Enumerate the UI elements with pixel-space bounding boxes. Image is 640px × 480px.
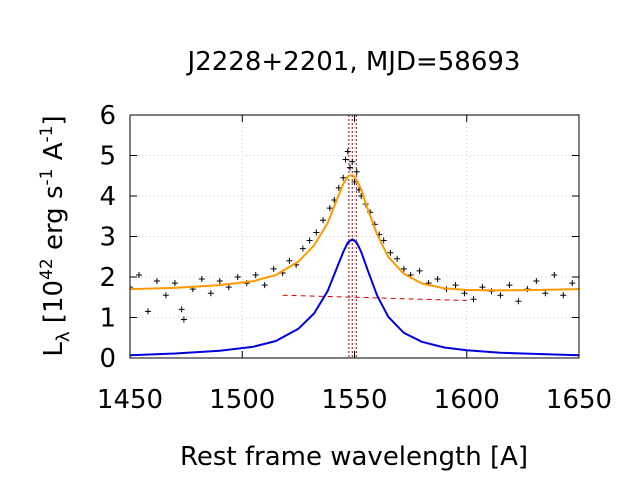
grid	[130, 115, 579, 358]
x-tick-label: 1550	[321, 385, 387, 415]
x-tick-labels: 1450 1500 1550 1600 1650	[97, 385, 612, 415]
data-point	[144, 308, 151, 315]
data-point	[400, 265, 407, 272]
data-point	[452, 282, 459, 289]
data-point	[353, 168, 360, 175]
x-tick-label: 1450	[97, 385, 163, 415]
data-point	[551, 271, 558, 278]
data-point	[340, 174, 347, 181]
data-point	[178, 306, 185, 313]
data-point	[349, 158, 356, 165]
data-point	[569, 280, 576, 287]
y-label-pre: [10	[39, 280, 69, 332]
data-point	[533, 278, 540, 285]
y-tick-label: 4	[99, 182, 116, 212]
x-tick-label: 1600	[434, 385, 500, 415]
data-point	[515, 298, 522, 305]
y-label-mid2: A	[39, 142, 69, 168]
x-axis-label: Rest frame wavelength [A]	[180, 442, 528, 472]
x-tick-label: 1650	[546, 385, 612, 415]
y-tick-label: 3	[99, 223, 116, 253]
data-point	[153, 278, 160, 285]
data-point	[306, 237, 313, 244]
y-tick-label: 2	[99, 263, 116, 293]
axis-ticks	[129, 114, 580, 359]
y-axis-label: Lλ [1042 erg s-1 A-1]	[37, 115, 74, 356]
data-point	[380, 237, 387, 244]
data-point	[198, 276, 205, 283]
data-point	[434, 276, 441, 283]
data-point	[479, 284, 486, 291]
total-fit-path	[130, 173, 579, 292]
data-point	[387, 249, 394, 256]
data-point	[171, 280, 178, 287]
data-point	[313, 229, 320, 236]
data-point	[506, 282, 513, 289]
y-label-post: ]	[39, 115, 69, 125]
y-label-sub: λ	[53, 331, 74, 342]
chart-title: J2228+2201, MJD=58693	[186, 47, 521, 77]
y-tick-labels: 0 1 2 3 4 5 6	[99, 101, 116, 374]
data-point	[286, 257, 293, 264]
line-component-path	[130, 238, 579, 357]
vertical-markers	[348, 115, 357, 358]
line-component-curve	[130, 238, 579, 357]
data-point	[252, 271, 259, 278]
y-label-sup3: -1	[37, 126, 57, 143]
data-point	[326, 205, 333, 212]
data-point	[344, 148, 351, 155]
data-point	[320, 217, 327, 224]
data-point	[470, 296, 477, 303]
continuum-line	[282, 294, 467, 301]
data-point	[461, 290, 468, 297]
y-label-main: L	[39, 342, 69, 357]
data-point	[299, 245, 306, 252]
data-point	[342, 156, 349, 163]
y-tick-label: 1	[99, 304, 116, 334]
y-tick-label: 0	[99, 344, 116, 374]
data-point	[225, 284, 232, 291]
y-tick-label: 6	[99, 101, 116, 131]
data-point	[351, 178, 358, 185]
data-point	[130, 284, 133, 291]
y-label-sup2: -1	[37, 169, 57, 186]
data-point	[560, 292, 567, 299]
data-point	[497, 292, 504, 299]
data-point	[162, 292, 169, 299]
data-point	[394, 255, 401, 262]
y-label-sup1: 42	[37, 258, 57, 280]
y-tick-label: 5	[99, 142, 116, 172]
data-point	[135, 271, 142, 278]
total-fit-curve	[130, 173, 579, 292]
x-tick-label: 1500	[209, 385, 275, 415]
data-point	[216, 278, 223, 285]
data-point	[416, 267, 423, 274]
continuum-segment	[282, 294, 467, 301]
data-point	[270, 265, 277, 272]
y-label-mid: erg s	[39, 186, 69, 259]
data-point	[180, 316, 187, 323]
data-point	[261, 282, 268, 289]
data-point	[234, 274, 241, 280]
data-point	[542, 290, 549, 297]
data-point	[207, 290, 214, 297]
data-point	[347, 164, 354, 171]
